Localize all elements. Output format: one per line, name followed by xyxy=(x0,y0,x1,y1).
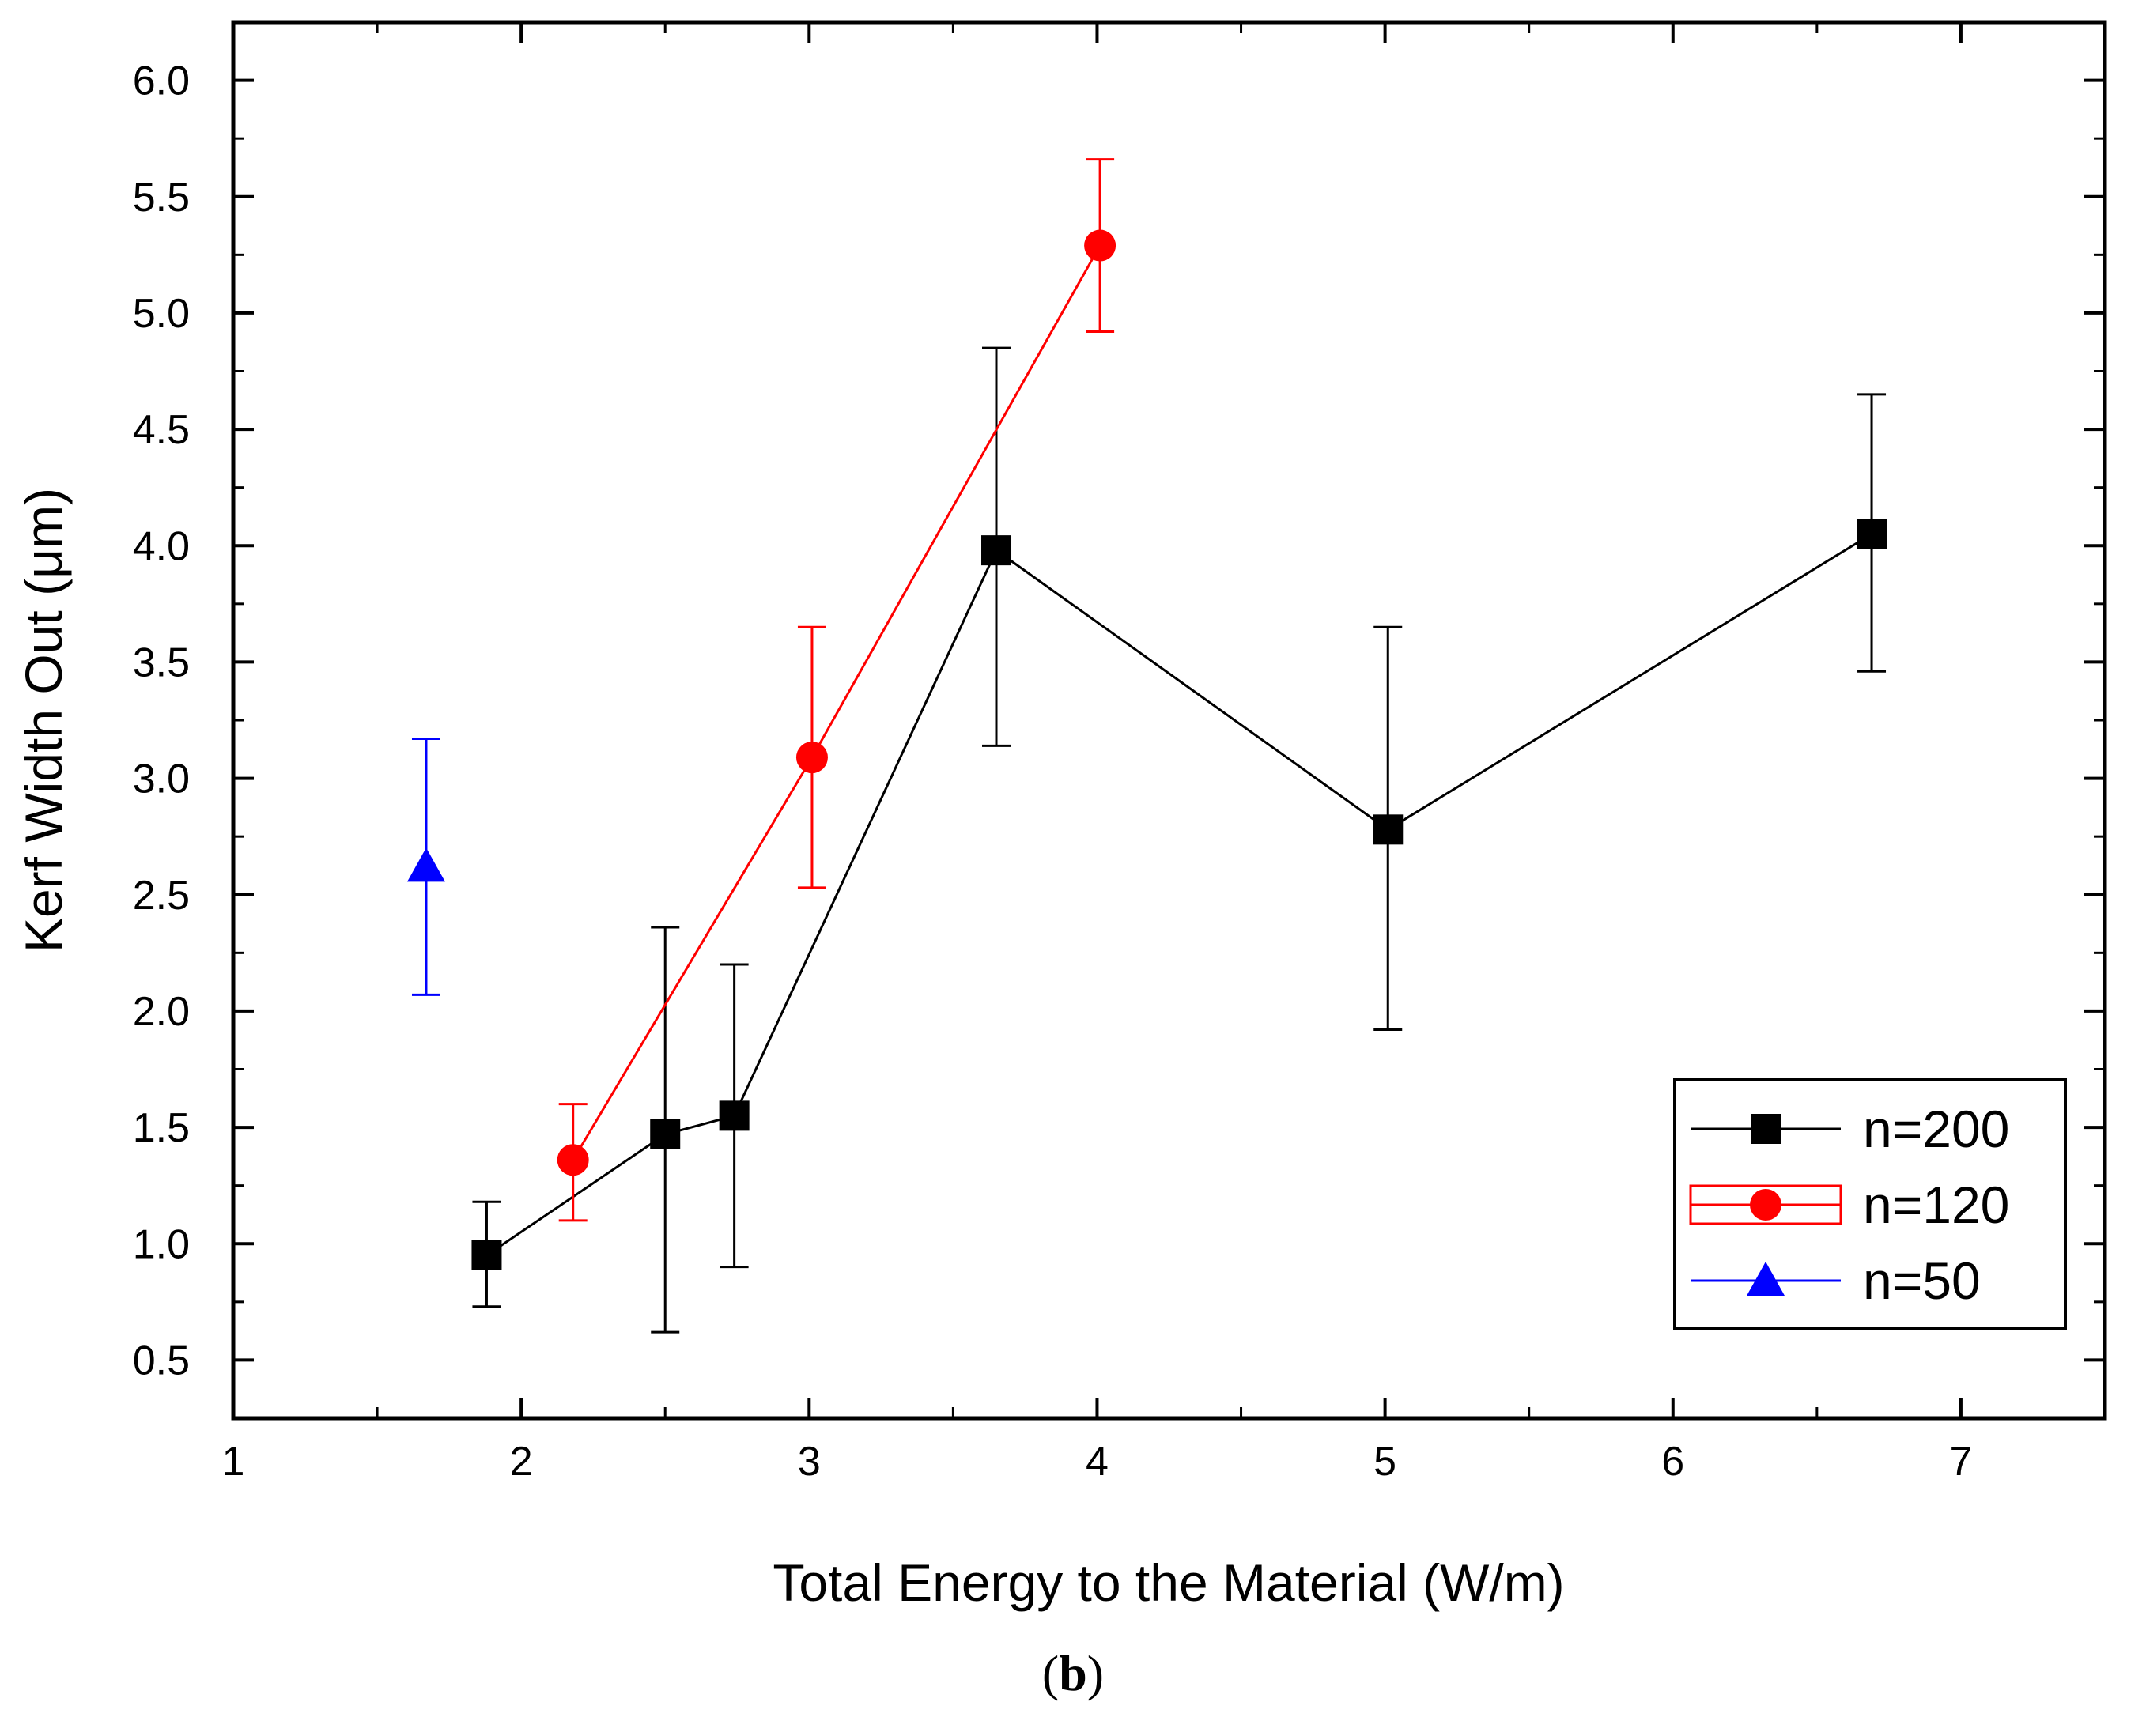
data-point-n-50 xyxy=(406,847,445,882)
x-tick-label: 6 xyxy=(1661,1439,1684,1485)
y-tick-label: 5.5 xyxy=(133,175,190,221)
y-tick-label: 1.5 xyxy=(133,1105,190,1151)
data-point-n-120 xyxy=(557,1144,589,1176)
legend-label-n-200: n=200 xyxy=(1863,1100,2009,1158)
x-axis-title: Total Energy to the Material (W/m) xyxy=(773,1553,1564,1612)
legend-marker-n-50 xyxy=(1747,1262,1785,1296)
y-tick-label: 6.0 xyxy=(133,58,190,104)
caption-close-paren: ) xyxy=(1086,1645,1105,1701)
data-point-n-200 xyxy=(719,1100,750,1131)
y-tick-label: 5.0 xyxy=(133,291,190,337)
data-point-n-120 xyxy=(1084,229,1116,262)
data-point-n-200 xyxy=(1373,814,1404,845)
series-line-n-200 xyxy=(485,533,1872,1257)
y-axis-title: Kerf Width Out (μm) xyxy=(14,488,73,953)
legend: n=200 n=120 n=50 xyxy=(1673,1078,2067,1330)
x-tick-label: 7 xyxy=(1949,1439,1972,1485)
series-n-120 xyxy=(557,158,1116,1222)
data-point-n-200 xyxy=(650,1119,681,1149)
plot-frame xyxy=(231,20,2107,1421)
y-tick-label: 4.0 xyxy=(133,523,190,569)
data-point-n-120 xyxy=(795,742,828,774)
y-tick-label: 2.5 xyxy=(133,873,190,919)
y-tick-label: 1.0 xyxy=(133,1221,190,1267)
series-line-n-120 xyxy=(572,244,1101,1161)
y-tick-label: 0.5 xyxy=(133,1338,190,1383)
legend-label-n-120: n=120 xyxy=(1863,1176,2009,1234)
y-tick-label: 4.5 xyxy=(133,407,190,453)
data-point-n-200 xyxy=(471,1240,502,1270)
data-point-n-200 xyxy=(1857,519,1887,549)
x-tick-label: 4 xyxy=(1086,1439,1109,1485)
series-n-200 xyxy=(471,346,1887,1334)
x-tick-label: 1 xyxy=(222,1439,245,1485)
legend-marker-n-200 xyxy=(1751,1114,1781,1144)
legend-label-n-50: n=50 xyxy=(1863,1251,1981,1310)
y-tick-label: 3.0 xyxy=(133,757,190,802)
y-tick-label: 2.0 xyxy=(133,989,190,1035)
figure-caption: (b) xyxy=(0,1644,2146,1703)
x-tick-label: 2 xyxy=(510,1439,533,1485)
series-n-50 xyxy=(406,738,445,996)
x-tick-label: 3 xyxy=(798,1439,821,1485)
data-point-n-200 xyxy=(981,535,1012,566)
caption-open-paren: ( xyxy=(1041,1645,1060,1701)
caption-letter: b xyxy=(1059,1645,1087,1701)
x-tick-label: 5 xyxy=(1373,1439,1396,1485)
legend-marker-n-120 xyxy=(1750,1189,1781,1221)
y-tick-label: 3.5 xyxy=(133,640,190,685)
